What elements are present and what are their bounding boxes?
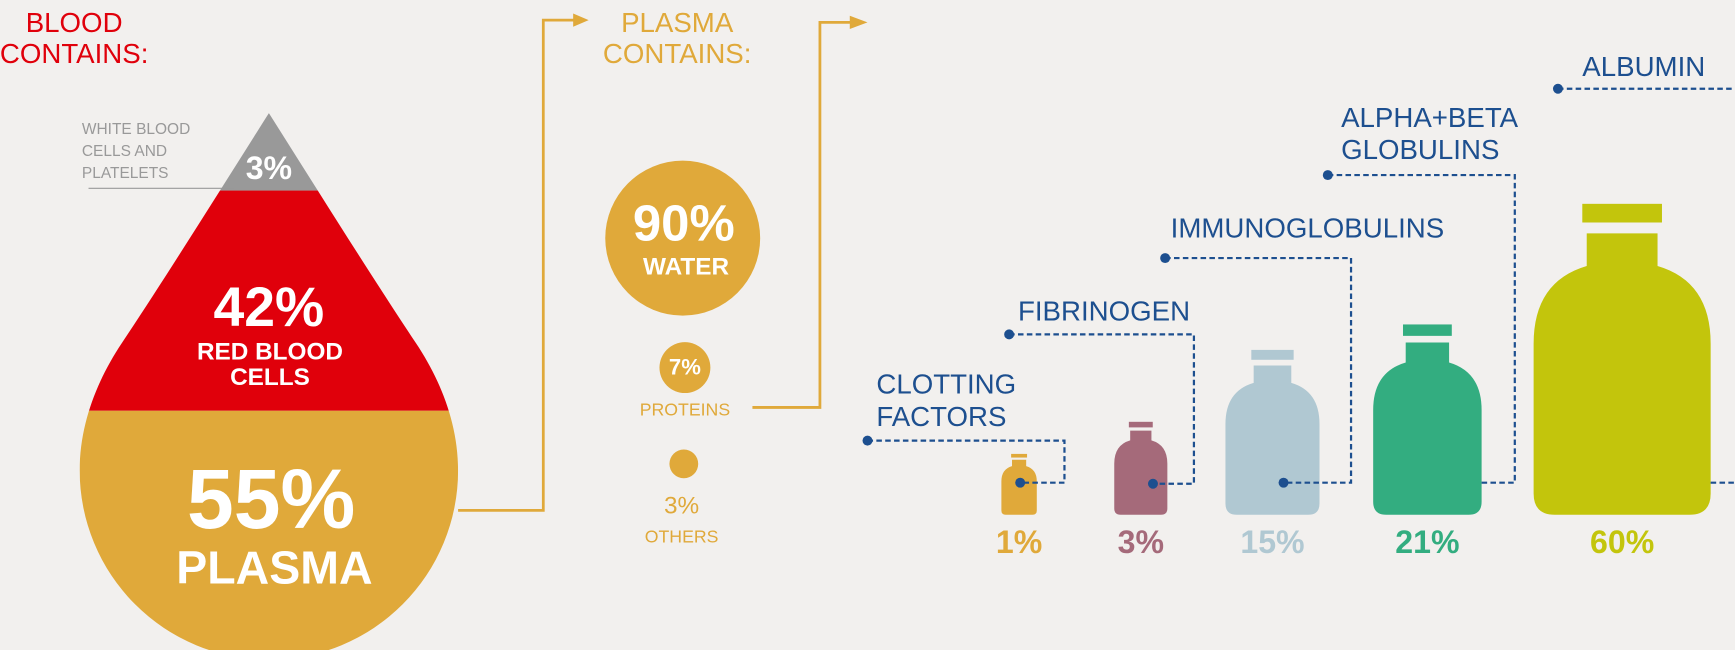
dot xyxy=(1279,478,1289,488)
label: CLOTTING xyxy=(876,369,1016,400)
percent: 42% xyxy=(214,276,325,338)
arrowhead xyxy=(850,16,868,29)
label: FIBRINOGEN xyxy=(1018,296,1190,327)
others-circle xyxy=(669,449,698,478)
percent: 3% xyxy=(246,150,292,186)
title: BLOOD xyxy=(26,7,123,38)
percent: 3% xyxy=(664,492,699,519)
arrow xyxy=(752,22,852,407)
label: WHITE BLOOD xyxy=(82,121,190,138)
label: RED BLOOD xyxy=(197,339,343,366)
bottle-cap xyxy=(1403,324,1452,335)
label: PLATELETS xyxy=(82,165,169,182)
label: PLASMA xyxy=(176,541,372,593)
label: FACTORS xyxy=(876,401,1006,432)
percent: 90% xyxy=(633,195,735,252)
dot xyxy=(1553,84,1563,94)
infographic: BLOOD CONTAINS: WHITE BLOOD CELLS AND PL… xyxy=(0,0,1735,650)
percent: 15% xyxy=(1240,524,1304,560)
arrow xyxy=(458,20,575,510)
label: GLOBULINS xyxy=(1341,134,1499,165)
dot xyxy=(863,436,873,446)
percent: 1% xyxy=(996,524,1042,560)
dot xyxy=(1148,479,1158,489)
title: CONTAINS: xyxy=(603,38,752,69)
label: CELLS xyxy=(230,364,310,391)
label: ALBUMIN xyxy=(1582,51,1705,82)
dot xyxy=(1323,170,1333,180)
label: WATER xyxy=(643,253,729,280)
bottle-cap xyxy=(1582,204,1662,223)
percent: 55% xyxy=(187,452,355,546)
percent: 60% xyxy=(1590,524,1654,560)
label: CELLS AND xyxy=(82,143,167,160)
title: PLASMA xyxy=(621,7,734,38)
percent: 21% xyxy=(1395,524,1459,560)
bottle-cap xyxy=(1251,350,1293,360)
bottle xyxy=(1225,366,1319,515)
label: IMMUNOGLOBULINS xyxy=(1171,213,1445,244)
title: CONTAINS: xyxy=(0,38,148,69)
dot xyxy=(1015,478,1025,488)
dot xyxy=(1160,253,1170,263)
bottle-cap xyxy=(1011,454,1027,458)
label: ALPHA+BETA xyxy=(1341,102,1519,133)
bottle xyxy=(1114,431,1167,515)
bottle-cap xyxy=(1129,422,1153,428)
label: OTHERS xyxy=(645,527,719,547)
percent: 7% xyxy=(669,355,701,380)
bottle xyxy=(1534,233,1711,514)
label: PROTEINS xyxy=(640,399,730,419)
page: {"blood":{"title":["BLOOD","CONTAINS:"],… xyxy=(0,0,1735,650)
percent: 3% xyxy=(1118,524,1164,560)
bottle xyxy=(1373,343,1481,515)
arrowhead xyxy=(573,14,588,27)
dot xyxy=(1004,329,1014,339)
